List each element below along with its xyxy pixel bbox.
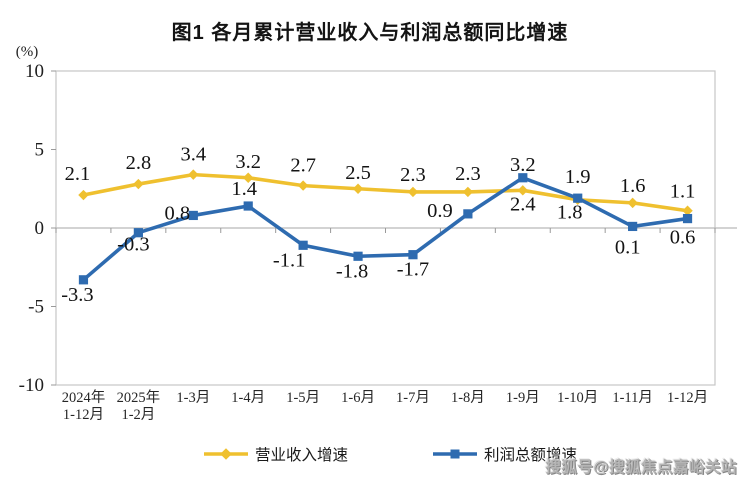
profit-growth-marker bbox=[188, 210, 198, 221]
profit-growth-marker bbox=[628, 221, 638, 232]
watermark: 搜狐号@搜狐焦点嘉峪关站 bbox=[545, 459, 737, 476]
revenue-growth-marker bbox=[352, 183, 364, 194]
profit-growth-value-label: -1.8 bbox=[336, 260, 368, 282]
x-category-label: 1-10月 bbox=[557, 390, 598, 406]
revenue-growth-marker bbox=[627, 197, 638, 209]
revenue-growth-value-label: 2.3 bbox=[455, 163, 481, 185]
revenue-growth-marker bbox=[297, 180, 309, 191]
legend-item-profit: 利润总额增速 bbox=[432, 443, 577, 465]
revenue-growth-marker bbox=[407, 186, 419, 198]
profit-growth-marker bbox=[243, 201, 253, 211]
chart-legend: 营业收入增速 利润总额增速 bbox=[0, 443, 740, 465]
y-tick-label: 5 bbox=[35, 140, 45, 161]
revenue-growth-value-label: 1.6 bbox=[620, 175, 646, 197]
profit-growth-value-label: 0.1 bbox=[615, 236, 641, 258]
profit-growth-value-label: 1.9 bbox=[565, 166, 591, 188]
profit-growth-value-label: -0.3 bbox=[117, 234, 149, 256]
revenue-growth-value-label: 2.3 bbox=[400, 164, 426, 186]
legend-item-revenue: 营业收入增速 bbox=[203, 443, 348, 465]
profit-growth-value-label: 0.8 bbox=[164, 202, 190, 224]
profit-growth-marker bbox=[518, 173, 528, 183]
profit-growth-value-label: 0.6 bbox=[670, 227, 696, 249]
x-category-label: 2025年 1-2月 bbox=[117, 389, 161, 423]
x-category-label: 1-9月 bbox=[506, 390, 540, 406]
profit-growth-marker bbox=[682, 213, 693, 224]
profit-growth-value-label: -1.7 bbox=[397, 259, 429, 281]
legend-label-profit: 利润总额增速 bbox=[484, 447, 578, 464]
chart-canvas: 10 5 0 -5 -10 (%) 2024年 1-12月 2025年 1-2月 1-3月 1-4月 1… bbox=[16, 44, 737, 423]
revenue-growth-value-label: 2.1 bbox=[65, 163, 91, 185]
chart-title: 图1 各月累计营业收入与利润总额同比增速 bbox=[171, 22, 569, 44]
profit-growth-marker bbox=[353, 251, 363, 261]
revenue-growth-line bbox=[81, 172, 690, 213]
revenue-growth-marker bbox=[78, 189, 89, 201]
revenue-growth-value-label: 2.4 bbox=[510, 193, 536, 215]
profit-growth-line bbox=[81, 175, 690, 282]
profit-growth-value-label: -1.1 bbox=[273, 249, 305, 271]
profit-growth-marker bbox=[78, 275, 89, 285]
x-category-label: 1-7月 bbox=[396, 390, 430, 406]
revenue-growth-marker bbox=[517, 185, 528, 196]
revenue-line-swatch-icon bbox=[203, 448, 248, 460]
revenue-growth-value-label: 1.1 bbox=[670, 181, 696, 203]
revenue-growth-value-label: 2.5 bbox=[345, 162, 371, 184]
profit-growth-value-label: 1.4 bbox=[231, 178, 257, 200]
x-category-label: 1-4月 bbox=[231, 390, 265, 406]
revenue-growth-marker bbox=[243, 172, 254, 183]
x-category-label: 1-8月 bbox=[451, 390, 485, 406]
profit-growth-marker bbox=[298, 240, 308, 250]
y-tick-label: 0 bbox=[35, 218, 45, 239]
legend-label-revenue: 营业收入增速 bbox=[254, 447, 348, 464]
revenue-growth-value-label: 3.4 bbox=[180, 144, 206, 166]
profit-growth-marker bbox=[408, 250, 418, 260]
x-category-label: 1-11月 bbox=[612, 390, 653, 406]
x-category-label: 1-12月 bbox=[667, 390, 708, 406]
revenue-growth-marker bbox=[682, 205, 693, 216]
y-tick-label: -5 bbox=[28, 297, 44, 318]
x-category-label: 1-3月 bbox=[176, 390, 210, 406]
revenue-growth-value-label: 1.8 bbox=[557, 202, 583, 224]
revenue-growth-value-label: 3.2 bbox=[235, 151, 261, 173]
profit-growth-value-label: 0.9 bbox=[427, 200, 453, 222]
profit-line-swatch-icon bbox=[433, 449, 477, 459]
y-axis-unit: (%) bbox=[16, 44, 39, 60]
profit-growth-marker bbox=[463, 209, 473, 219]
y-tick-label: -10 bbox=[19, 375, 44, 396]
profit-growth-marker bbox=[573, 193, 583, 203]
revenue-growth-marker bbox=[188, 169, 199, 180]
revenue-growth-value-label: 2.8 bbox=[126, 152, 152, 174]
revenue-growth-marker bbox=[133, 178, 144, 190]
x-category-label: 1-6月 bbox=[341, 390, 375, 406]
profit-growth-value-label: -3.3 bbox=[61, 284, 93, 306]
revenue-growth-value-label: 2.7 bbox=[290, 155, 316, 177]
profit-growth-marker bbox=[133, 228, 143, 238]
x-category-label: 2024年 1-12月 bbox=[62, 389, 106, 423]
profit-growth-value-label: 3.2 bbox=[510, 154, 536, 176]
y-tick-label: 10 bbox=[25, 61, 44, 82]
x-category-label: 1-5月 bbox=[286, 390, 320, 406]
revenue-growth-marker bbox=[462, 186, 474, 198]
